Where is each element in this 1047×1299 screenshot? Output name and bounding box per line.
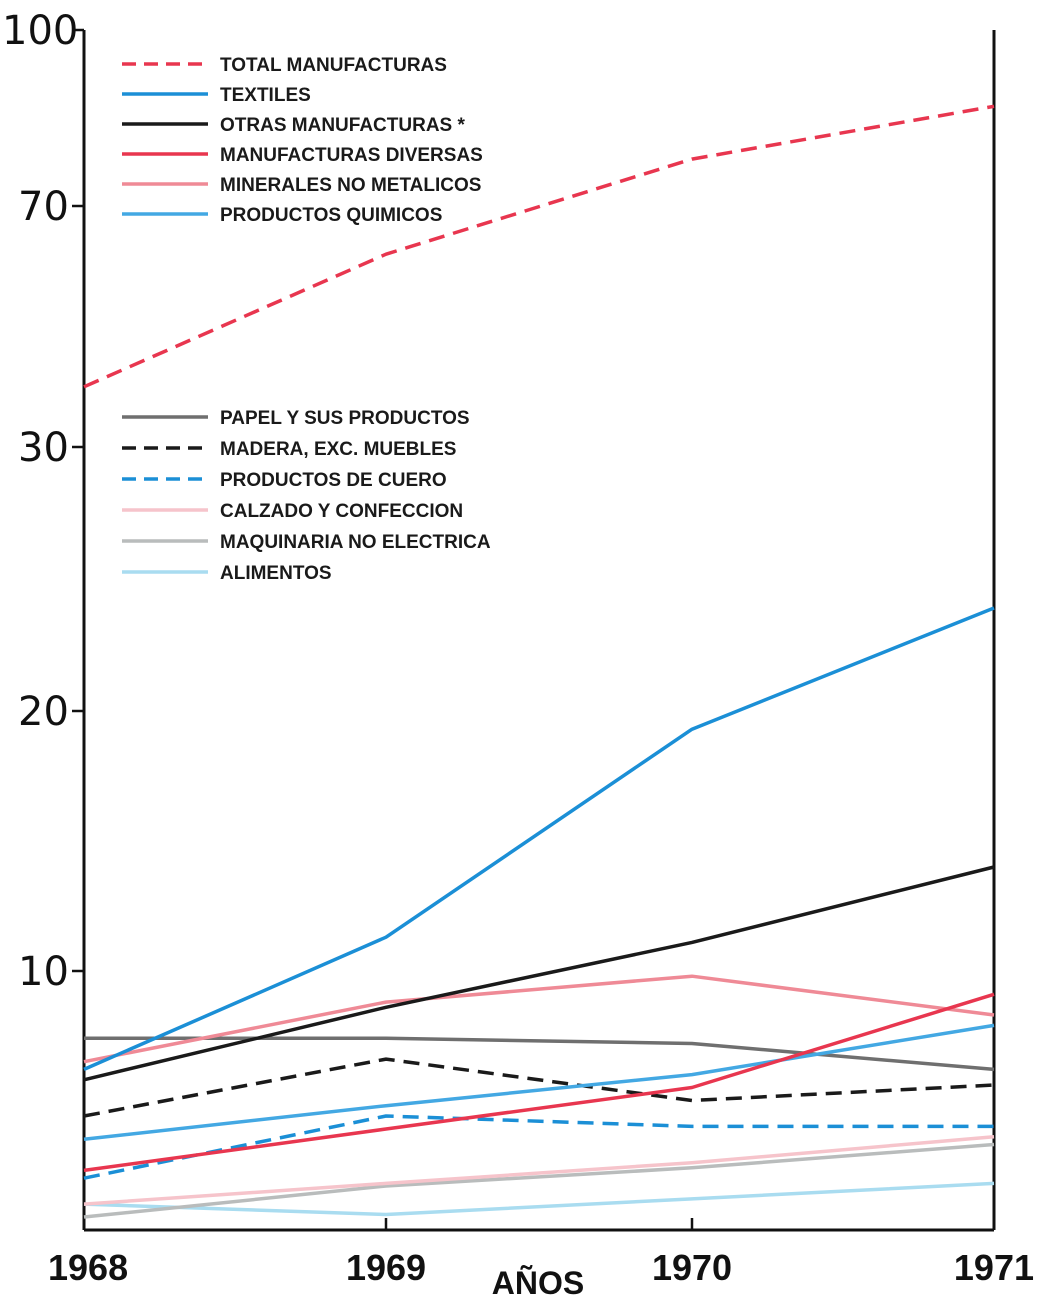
series-line-total-manufacturas bbox=[83, 104, 995, 389]
y-tick-label: 100 bbox=[2, 8, 78, 54]
series-line-textiles bbox=[83, 606, 995, 1072]
legend-label: MANUFACTURAS DIVERSAS bbox=[220, 145, 483, 166]
legend-label: MADERA, EXC. MUEBLES bbox=[220, 439, 456, 460]
legend-label: MAQUINARIA NO ELECTRICA bbox=[220, 532, 491, 553]
y-tick-label: 20 bbox=[18, 689, 69, 735]
series-line-papel-y-sus-productos bbox=[84, 1036, 995, 1072]
axis-labels: 10 20 30 70 100 1968 1969 1970 1971 AÑOS bbox=[2, 8, 1034, 1299]
legend-label: PAPEL Y SUS PRODUCTOS bbox=[220, 408, 470, 429]
y-tick-label: 30 bbox=[18, 425, 69, 471]
x-axis-title: AÑOS bbox=[492, 1265, 584, 1299]
x-tick-label: 1968 bbox=[48, 1247, 128, 1288]
x-tick-label: 1969 bbox=[346, 1247, 426, 1288]
series-line-otras-manufacturas bbox=[83, 865, 995, 1082]
series-line-alimentos bbox=[83, 1181, 995, 1217]
x-tick-label: 1971 bbox=[954, 1247, 1034, 1288]
series-line-manufacturas-diversas bbox=[83, 992, 995, 1173]
series-line-productos-de-cuero bbox=[83, 1114, 994, 1180]
legend-label: PRODUCTOS DE CUERO bbox=[220, 470, 447, 491]
axes bbox=[72, 28, 996, 1232]
series-lines bbox=[83, 104, 995, 1219]
legend-label: TEXTILES bbox=[220, 85, 311, 106]
legend-label: OTRAS MANUFACTURAS * bbox=[220, 115, 465, 136]
series-line-minerales-no-metalicos bbox=[83, 974, 995, 1064]
legend-label: PRODUCTOS QUIMICOS bbox=[220, 205, 442, 226]
series-line-calzado-y-confeccion bbox=[83, 1135, 995, 1206]
legend-label: CALZADO Y CONFECCION bbox=[220, 501, 463, 522]
legend-label: MINERALES NO METALICOS bbox=[220, 175, 481, 196]
series-line-madera-exc-muebles bbox=[83, 1057, 995, 1118]
legend-label: ALIMENTOS bbox=[220, 563, 332, 584]
y-tick-label: 10 bbox=[18, 949, 69, 995]
series-line-maquinaria-no-electrica bbox=[83, 1142, 995, 1219]
series-line-productos-quimicos bbox=[83, 1023, 995, 1142]
x-tick-label: 1970 bbox=[652, 1247, 732, 1288]
legend: TOTAL MANUFACTURAS TEXTILES OTRAS MANUFACT… bbox=[122, 55, 491, 584]
legend-label: TOTAL MANUFACTURAS bbox=[220, 55, 447, 76]
y-tick-label: 70 bbox=[18, 184, 69, 230]
